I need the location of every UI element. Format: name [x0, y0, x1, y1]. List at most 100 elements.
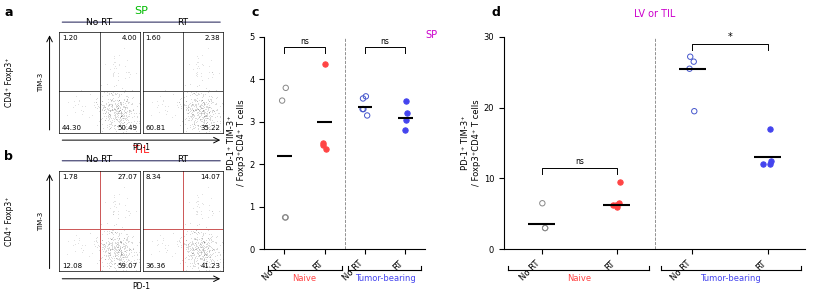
Point [199, 116, 212, 121]
Point [182, 243, 195, 248]
Point [93, 105, 106, 110]
Point [109, 236, 122, 241]
Point [197, 114, 211, 118]
Point [121, 101, 134, 105]
Point [188, 108, 202, 113]
Point [160, 109, 173, 113]
Point [200, 116, 213, 121]
Point [116, 126, 129, 131]
Point [192, 115, 206, 119]
Point [180, 106, 193, 110]
Point [197, 260, 210, 265]
Point [356, 96, 369, 101]
Point [94, 233, 107, 238]
Point [192, 199, 205, 204]
Point [210, 108, 223, 113]
Point [189, 246, 202, 250]
Point [121, 96, 134, 101]
Point [688, 109, 701, 114]
Point [112, 105, 125, 110]
Point [194, 263, 207, 267]
Point [205, 95, 218, 99]
Point [216, 102, 230, 107]
Point [201, 116, 214, 121]
Point [126, 88, 139, 92]
Point [112, 118, 125, 123]
Point [108, 123, 121, 128]
Point [188, 260, 201, 265]
Point [180, 249, 193, 254]
Point [194, 240, 207, 245]
Point [122, 252, 135, 257]
Point [192, 221, 206, 226]
Point [117, 258, 131, 263]
Point [112, 246, 126, 251]
Point [112, 201, 126, 206]
Point [108, 102, 121, 107]
Point [116, 116, 129, 121]
Point [179, 241, 192, 246]
Point [206, 107, 219, 112]
Point [198, 252, 211, 257]
Point [189, 235, 202, 240]
Point [209, 235, 222, 239]
Point [117, 119, 131, 124]
Point [119, 248, 132, 253]
Point [173, 239, 186, 243]
Point [198, 245, 211, 250]
Point [107, 106, 121, 111]
Point [133, 109, 146, 114]
Text: *: * [728, 32, 733, 42]
Point [183, 248, 196, 253]
Point [109, 91, 122, 96]
Point [95, 83, 108, 87]
Point [114, 244, 127, 248]
Point [195, 247, 208, 252]
Point [199, 114, 212, 119]
Point [102, 241, 116, 246]
Point [201, 97, 214, 102]
Point [120, 254, 133, 259]
Point [119, 114, 132, 119]
Point [279, 215, 292, 220]
Point [209, 122, 222, 127]
Point [101, 244, 114, 249]
Point [112, 94, 126, 99]
Point [197, 112, 211, 117]
Point [200, 118, 213, 122]
Point [400, 117, 413, 122]
Point [74, 107, 88, 112]
Point [121, 109, 134, 114]
Point [96, 103, 109, 107]
Point [101, 115, 114, 119]
Point [100, 114, 113, 119]
Point [178, 122, 192, 126]
Point [209, 263, 222, 268]
Point [115, 112, 128, 117]
Point [183, 241, 196, 245]
Point [116, 113, 129, 117]
Point [75, 250, 88, 255]
Point [107, 99, 120, 104]
Point [107, 261, 121, 266]
Point [182, 61, 195, 66]
Point [187, 121, 200, 126]
Point [181, 90, 194, 94]
Point [133, 257, 146, 262]
Point [176, 119, 189, 124]
Point [106, 246, 119, 250]
Point [204, 232, 217, 237]
Point [186, 241, 199, 246]
Point [200, 268, 213, 273]
Point [114, 112, 127, 117]
Point [159, 111, 172, 116]
Point [102, 106, 115, 111]
Point [67, 104, 80, 109]
Point [110, 105, 123, 110]
Point [107, 244, 121, 249]
Point [98, 110, 112, 115]
Point [119, 99, 132, 104]
Point [108, 110, 121, 114]
Point [191, 126, 204, 131]
Point [214, 114, 227, 119]
